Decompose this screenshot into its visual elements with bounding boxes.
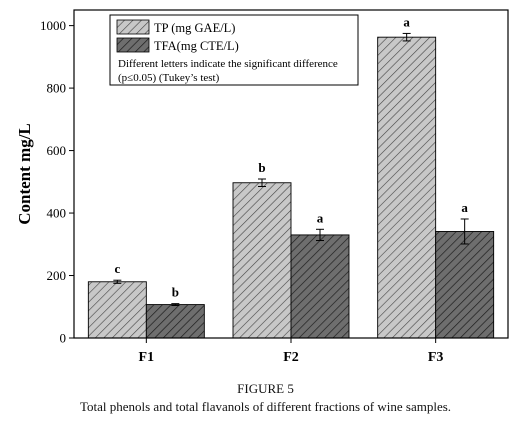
- y-tick-label: 400: [47, 206, 67, 221]
- bar: [87, 281, 147, 339]
- x-tick-label: F3: [428, 350, 444, 365]
- legend-box: [109, 14, 359, 86]
- significance-letter: b: [172, 285, 179, 300]
- figure-caption: Total phenols and total flavanols of dif…: [79, 399, 452, 414]
- significance-letter: a: [403, 14, 410, 29]
- significance-letter: c: [114, 261, 120, 276]
- bar: [290, 234, 350, 339]
- y-tick-label: 600: [47, 143, 67, 158]
- significance-letter: a: [317, 210, 324, 225]
- figure-number: FIGURE 5: [237, 381, 294, 396]
- legend-swatch-tfa: [116, 37, 150, 53]
- bar: [145, 304, 205, 339]
- y-tick-label: 0: [60, 331, 67, 346]
- x-tick-label: F2: [283, 350, 299, 365]
- y-axis-label: Content mg/L: [15, 123, 34, 225]
- legend-label-tp: TP (mg GAE/L): [154, 21, 235, 35]
- significance-letter: b: [258, 160, 265, 175]
- significance-letter: a: [461, 200, 468, 215]
- bar: [435, 231, 495, 339]
- legend: TP (mg GAE/L) TFA(mg CTE/L) Different le…: [109, 14, 359, 86]
- x-tick-label: F1: [139, 350, 155, 365]
- legend-label-tfa: TFA(mg CTE/L): [154, 39, 239, 53]
- legend-swatch-tp: [116, 19, 150, 35]
- bar: [232, 182, 292, 339]
- y-tick-label: 1000: [40, 18, 66, 33]
- bar-chart: c b b a a a 0 200 400 600 800 1000 F1 F2 F3 Content m…: [15, 9, 509, 365]
- y-tick-label: 800: [47, 81, 67, 96]
- y-tick-label: 200: [47, 268, 67, 283]
- legend-note-line-1: Different letters indicate the significa…: [118, 58, 338, 70]
- legend-note-line-2: (p≤0.05) (Tukey’s test): [118, 72, 220, 84]
- bar: [377, 36, 437, 339]
